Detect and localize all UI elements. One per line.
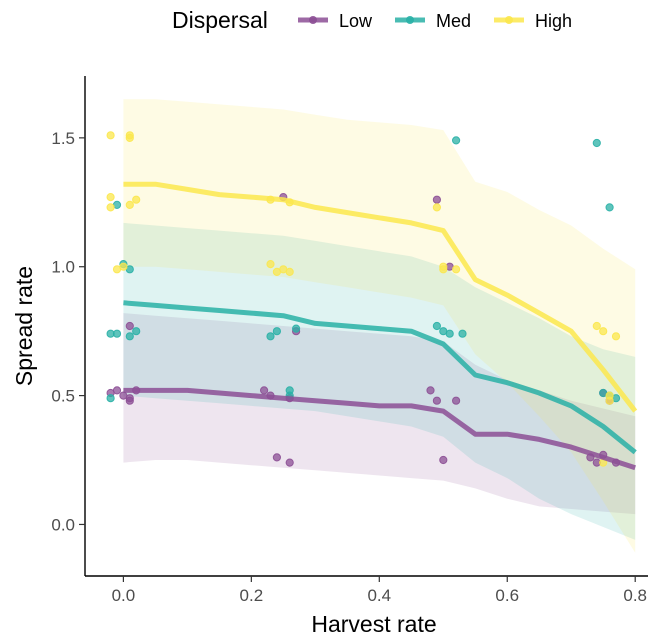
point-low [432,396,441,405]
point-med [445,329,454,338]
point-med [458,329,467,338]
x-axis-title: Harvest rate [311,611,436,637]
line-low [123,387,636,471]
point-low [285,458,294,467]
point-med [592,138,601,148]
point-high [452,265,461,274]
point-med [112,329,122,338]
point-high [125,200,134,209]
legend-key-point [406,16,414,24]
point-low [432,195,441,204]
legend-key-point [309,16,317,24]
y-tick-label: 1.0 [51,258,75,277]
point-high [106,193,115,202]
point-high [599,327,608,336]
point-med [272,327,281,336]
point-med [452,136,461,145]
point-med [125,332,134,341]
point-low [112,386,122,395]
y-tick-label: 1.5 [51,129,75,148]
legend-item-low: Low [298,11,373,31]
point-med [106,394,115,403]
x-tick-label: 0.0 [112,586,136,605]
legend-label: Low [339,11,373,31]
ribbon-high [123,99,636,553]
point-med [132,327,141,336]
x-tick-label: 0.4 [367,586,391,605]
point-low [125,321,134,331]
legend-key-point [505,16,513,24]
x-tick-label: 0.2 [240,586,264,605]
point-high [125,133,134,142]
ribbon-med [123,222,636,540]
mean-lines [123,181,638,471]
ribbon-low [123,313,636,515]
y-tick-label: 0.0 [51,515,75,534]
y-tick-label: 0.5 [51,387,75,406]
x-tick-label: 0.8 [623,586,647,605]
point-med [292,324,301,333]
point-high [106,203,115,212]
point-med [432,321,441,331]
line-high [123,181,638,413]
point-high [119,262,128,271]
point-high [266,260,275,269]
legend-item-med: Med [395,11,471,31]
point-high [285,267,294,276]
point-high [605,396,614,405]
point-low [125,396,134,405]
point-low [426,386,435,395]
legend: Dispersal Low Med High [172,7,572,33]
line-med [123,300,637,455]
legend-label: High [535,11,572,31]
point-low [260,386,269,395]
point-high [439,265,448,274]
point-low [272,453,281,462]
legend-title: Dispersal [172,7,268,33]
point-low [439,455,448,465]
point-low [452,396,461,405]
point-med [266,332,275,341]
y-axis-title: Spread rate [11,266,37,386]
legend-label: Med [436,11,471,31]
x-tick-label: 0.6 [495,586,519,605]
confidence-ribbons [123,99,636,553]
legend-item-high: High [494,11,572,31]
point-med [605,203,614,212]
point-high [132,195,141,204]
axes: 0.0 0.2 0.4 0.6 0.8 0.0 0.5 1.0 1.5 [51,76,648,605]
point-high [432,203,441,212]
point-high [592,321,601,331]
point-high [106,131,115,140]
point-high [611,332,621,341]
